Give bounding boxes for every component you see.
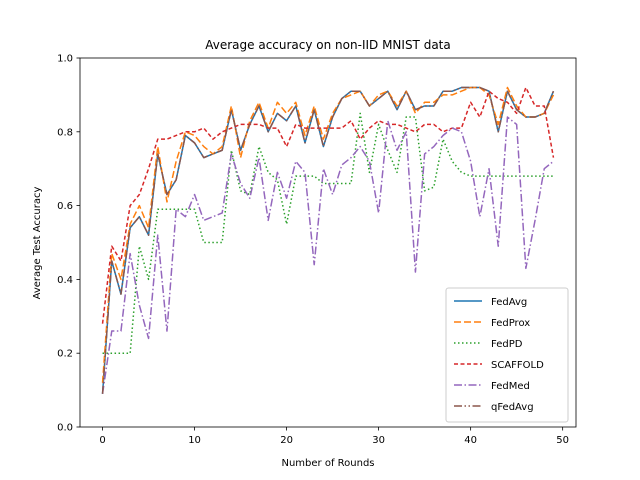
x-tick-label: 50 — [556, 435, 569, 446]
y-tick-label: 1.0 — [57, 54, 73, 65]
series-line-scaffold — [101, 86, 555, 324]
y-tick-label: 0.8 — [57, 127, 73, 138]
y-tick-label: 0.0 — [57, 423, 73, 434]
legend-label-fedmed: FedMed — [491, 381, 530, 392]
series-line-qfedavg — [101, 86, 555, 394]
y-tick-label: 0.2 — [57, 349, 73, 360]
axes: 0 10 20 30 40 50 0.0 0.2 0.4 0.6 0.8 1.0 — [57, 54, 577, 446]
series-lines — [101, 86, 555, 394]
series-line-fedmed — [101, 116, 554, 394]
x-tick-label: 0 — [99, 435, 105, 446]
axes-frame — [79, 57, 577, 428]
x-tick-label: 20 — [280, 435, 293, 446]
legend-label-fedavg: FedAvg — [491, 297, 527, 308]
x-tick-label: 30 — [372, 435, 385, 446]
chart-title: Average accuracy on non-IID MNIST data — [205, 38, 450, 52]
plot-area — [101, 86, 555, 394]
legend-label-fedprox: FedProx — [491, 318, 530, 329]
y-tick-label: 0.4 — [57, 275, 73, 286]
y-tick-label: 0.6 — [57, 201, 73, 212]
legend-label-scaffold: SCAFFOLD — [491, 360, 544, 371]
legend-label-fedpd: FedPD — [491, 339, 523, 350]
series-line-fedprox — [101, 86, 555, 383]
legend-label-qfedavg: qFedAvg — [491, 402, 534, 413]
x-axis-label: Number of Rounds — [281, 458, 374, 469]
x-tick-label: 10 — [188, 435, 201, 446]
y-axis-label: Average Test Accuracy — [32, 187, 43, 300]
series-line-fedpd — [102, 112, 554, 354]
legend: FedAvg FedProx FedPD SCAFFOLD FedMed qFedAvg — [445, 287, 569, 423]
x-tick-label: 40 — [464, 435, 477, 446]
